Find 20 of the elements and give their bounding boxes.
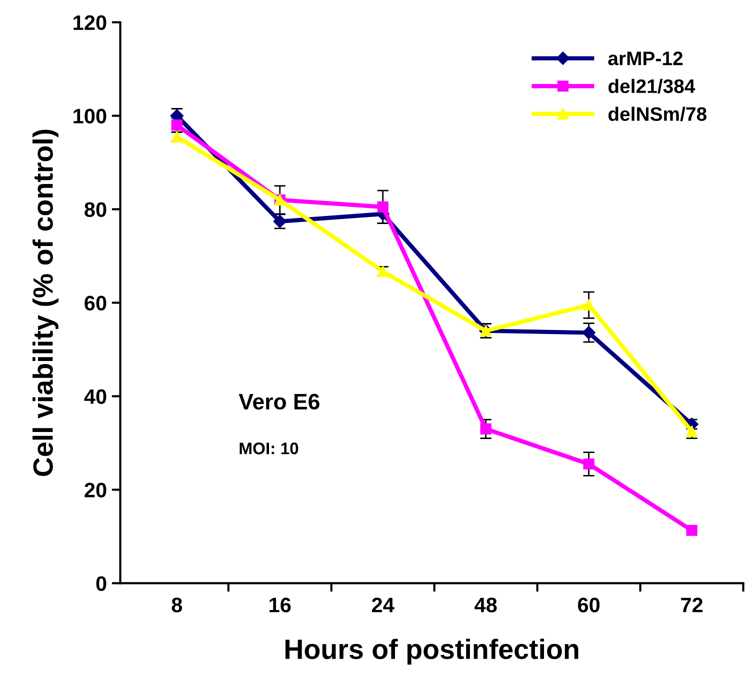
x-tick-label: 16 <box>270 598 291 612</box>
y-tick-label: 100 <box>74 108 106 124</box>
legend-label: del21/384 <box>608 78 696 94</box>
y-axis-title: Cell viability (% of control) <box>32 130 58 476</box>
y-tick-label: 40 <box>84 389 106 404</box>
y-tick-label: 60 <box>84 296 106 310</box>
annotation: MOI: 10 <box>240 442 298 454</box>
annotation: Vero E6 <box>238 394 320 410</box>
y-tick-label: 120 <box>74 15 106 30</box>
legend-label: arMP-12 <box>608 52 683 66</box>
x-axis-title: Hours of postinfection <box>285 638 578 665</box>
y-tick-label: 20 <box>84 482 106 498</box>
y-tick-label: 80 <box>84 202 106 218</box>
x-tick-label: 24 <box>372 598 394 612</box>
y-tick-label: 0 <box>96 576 106 591</box>
x-tick-label: 60 <box>578 598 600 612</box>
legend-label: delNSm/78 <box>608 106 706 122</box>
x-tick-label: 72 <box>681 598 703 612</box>
x-tick-label: 48 <box>474 598 497 612</box>
x-tick-label: 8 <box>172 598 182 612</box>
